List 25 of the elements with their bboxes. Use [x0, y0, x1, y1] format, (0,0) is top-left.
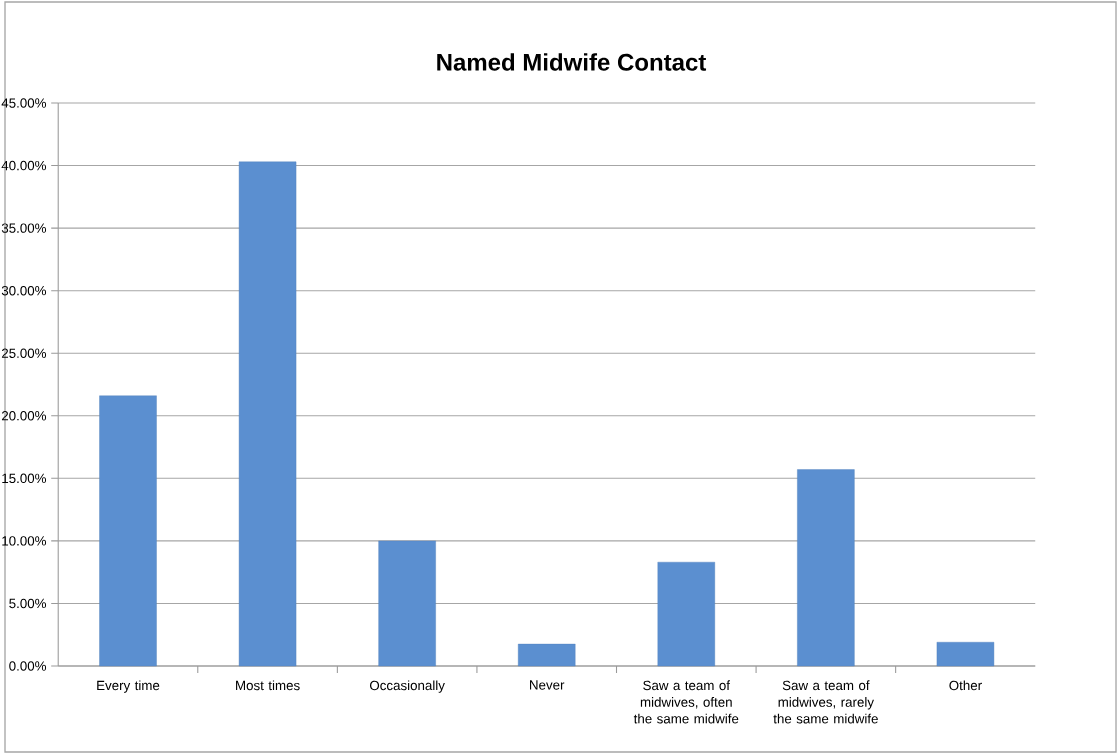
chart-title: Named Midwife Contact [437, 53, 707, 71]
y-tick-label: 35.00% [1, 223, 47, 233]
y-tick-label: 30.00% [1, 285, 47, 296]
y-tick-label: 10.00% [2, 536, 47, 546]
y-tick-label: 15.00% [2, 473, 47, 484]
x-tick-label: Saw a team of midwives, rarely the same midwife [773, 680, 878, 724]
x-tick-label: Most times [236, 680, 300, 691]
y-tick-label: 45.00% [1, 98, 47, 108]
bar [378, 540, 436, 667]
y-tick-label: 0.00% [9, 661, 47, 671]
y-tick-label: 20.00% [1, 411, 47, 421]
bar [936, 642, 995, 667]
x-tick-label: Never [530, 680, 565, 690]
x-tick-label: Saw a team of midwives, often the same midwife [633, 680, 739, 724]
bar [238, 161, 297, 667]
y-tick-label: 5.00% [9, 598, 47, 609]
bar [657, 561, 715, 667]
bar [518, 643, 576, 667]
bar [797, 469, 855, 667]
x-tick-label: Occasionally [369, 680, 445, 693]
y-tick-label: 40.00% [1, 160, 47, 171]
bar [99, 395, 157, 667]
x-tick-label: Every time [97, 680, 160, 693]
y-tick-label: 25.00% [1, 348, 47, 358]
x-tick-label: Other [949, 680, 982, 691]
